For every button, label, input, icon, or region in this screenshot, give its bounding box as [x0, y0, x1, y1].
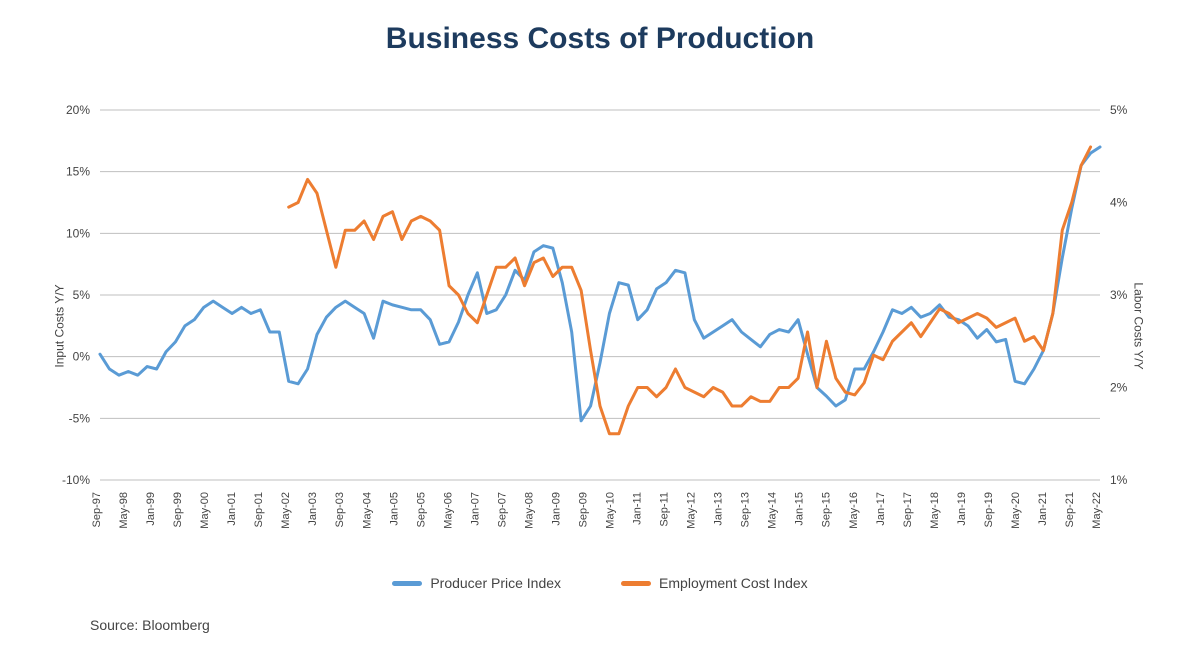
svg-text:May-16: May-16 — [848, 492, 860, 529]
svg-text:Jan-05: Jan-05 — [388, 492, 400, 526]
svg-text:May-02: May-02 — [280, 492, 292, 529]
svg-text:3%: 3% — [1110, 288, 1128, 302]
y-axis-right-label: Labor Costs Y/Y — [1131, 282, 1145, 369]
svg-text:-5%: -5% — [69, 411, 91, 425]
source-text: Source: Bloomberg — [90, 617, 210, 633]
svg-text:May-20: May-20 — [1010, 492, 1022, 529]
svg-text:20%: 20% — [66, 103, 90, 117]
svg-text:1%: 1% — [1110, 473, 1128, 487]
plot-area: -10%-5%0%5%10%15%20%1%2%3%4%5%Sep-97May-… — [100, 110, 1100, 480]
svg-text:5%: 5% — [73, 288, 91, 302]
svg-text:Jan-17: Jan-17 — [875, 492, 887, 526]
svg-text:May-18: May-18 — [929, 492, 941, 529]
legend-label: Producer Price Index — [430, 575, 561, 591]
legend-item-eci: Employment Cost Index — [621, 575, 808, 591]
svg-text:May-98: May-98 — [118, 492, 130, 529]
svg-text:Sep-97: Sep-97 — [91, 492, 103, 527]
svg-text:May-12: May-12 — [686, 492, 698, 529]
svg-text:Jan-13: Jan-13 — [713, 492, 725, 526]
chart-container: Business Costs of Production Input Costs… — [0, 0, 1200, 651]
svg-text:4%: 4% — [1110, 196, 1128, 210]
svg-text:May-00: May-00 — [199, 492, 211, 529]
svg-text:May-10: May-10 — [605, 492, 617, 529]
legend-label: Employment Cost Index — [659, 575, 808, 591]
svg-text:Jan-09: Jan-09 — [550, 492, 562, 526]
svg-text:Jan-15: Jan-15 — [794, 492, 806, 526]
svg-text:Sep-15: Sep-15 — [821, 492, 833, 527]
svg-text:Sep-99: Sep-99 — [172, 492, 184, 527]
svg-text:Sep-07: Sep-07 — [496, 492, 508, 527]
legend: Producer Price Index Employment Cost Ind… — [0, 575, 1200, 591]
svg-text:Sep-21: Sep-21 — [1064, 492, 1076, 527]
svg-text:5%: 5% — [1110, 103, 1128, 117]
svg-text:Jan-11: Jan-11 — [632, 492, 644, 525]
svg-text:Jan-01: Jan-01 — [226, 492, 238, 526]
y-axis-left-label: Input Costs Y/Y — [53, 284, 67, 367]
svg-text:2%: 2% — [1110, 381, 1128, 395]
series-line — [100, 147, 1100, 421]
svg-text:May-04: May-04 — [361, 492, 373, 529]
svg-text:Sep-13: Sep-13 — [740, 492, 752, 527]
svg-text:May-08: May-08 — [523, 492, 535, 529]
svg-text:Sep-09: Sep-09 — [577, 492, 589, 527]
legend-item-ppi: Producer Price Index — [392, 575, 561, 591]
svg-text:Sep-01: Sep-01 — [253, 492, 265, 527]
svg-text:Jan-03: Jan-03 — [307, 492, 319, 526]
legend-swatch — [392, 581, 422, 586]
svg-text:Jan-21: Jan-21 — [1037, 492, 1049, 526]
legend-swatch — [621, 581, 651, 586]
chart-title: Business Costs of Production — [0, 22, 1200, 56]
svg-text:Sep-17: Sep-17 — [902, 492, 914, 527]
svg-text:15%: 15% — [66, 165, 90, 179]
svg-text:Sep-11: Sep-11 — [659, 492, 671, 527]
svg-text:May-22: May-22 — [1091, 492, 1103, 529]
svg-text:Jan-07: Jan-07 — [469, 492, 481, 526]
svg-text:-10%: -10% — [62, 473, 90, 487]
svg-text:Sep-03: Sep-03 — [334, 492, 346, 527]
chart-svg: -10%-5%0%5%10%15%20%1%2%3%4%5%Sep-97May-… — [100, 110, 1100, 480]
svg-text:0%: 0% — [73, 350, 91, 364]
svg-text:Sep-19: Sep-19 — [983, 492, 995, 527]
svg-text:Jan-99: Jan-99 — [145, 492, 157, 526]
svg-text:May-14: May-14 — [767, 492, 779, 529]
svg-text:Jan-19: Jan-19 — [956, 492, 968, 526]
svg-text:Sep-05: Sep-05 — [415, 492, 427, 527]
svg-text:10%: 10% — [66, 226, 90, 240]
svg-text:May-06: May-06 — [442, 492, 454, 529]
